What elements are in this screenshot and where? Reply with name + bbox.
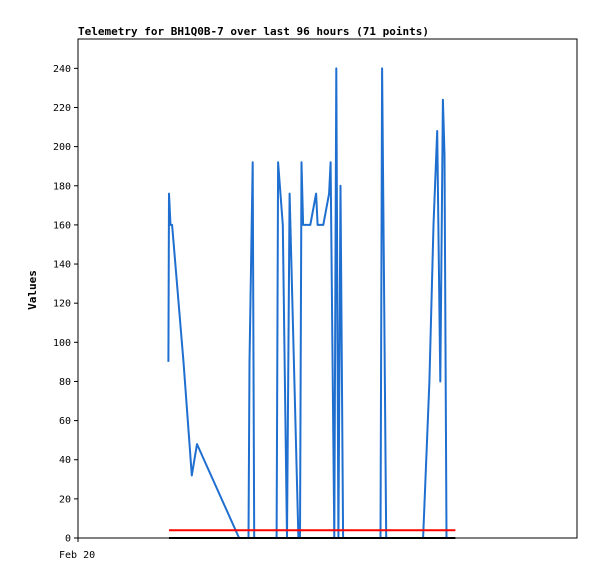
y-tick-label: 0 xyxy=(65,534,71,545)
y-tick-label: 160 xyxy=(53,220,71,231)
y-tick-label: 140 xyxy=(53,260,71,271)
chart-title: Telemetry for BH1Q0B-7 over last 96 hour… xyxy=(78,25,429,38)
x-axis: Feb 20 xyxy=(59,538,95,561)
y-tick-label: 40 xyxy=(59,455,71,466)
series-layer xyxy=(167,67,456,539)
y-tick-label: 240 xyxy=(53,64,71,75)
x-tick-label: Feb 20 xyxy=(59,550,95,561)
y-tick-label: 20 xyxy=(59,494,71,505)
y-tick-label: 220 xyxy=(53,103,71,114)
y-tick-label: 200 xyxy=(53,142,71,153)
y-tick-label: 100 xyxy=(53,338,71,349)
y-tick-label: 80 xyxy=(59,377,71,388)
plot-area xyxy=(77,38,578,539)
series-line-0 xyxy=(167,67,448,539)
y-axis: 0 20 40 60 80 100 120 140 160 180 200 220 240 xyxy=(53,64,78,545)
y-tick-label: 120 xyxy=(53,299,71,310)
y-tick-label: 60 xyxy=(59,416,71,427)
y-axis-label: Values xyxy=(26,270,39,310)
y-tick-label: 180 xyxy=(53,181,71,192)
